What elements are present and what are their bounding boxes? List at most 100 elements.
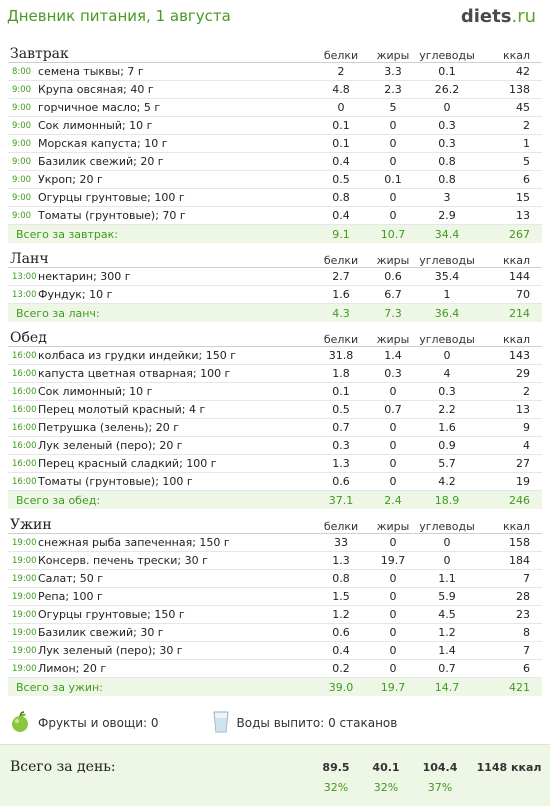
food-name[interactable]: Лимон; 20 г [38,662,107,675]
food-name[interactable]: Лук зеленый (перо); 30 г [38,644,183,657]
food-protein: 1.6 [332,288,350,301]
food-protein: 4.8 [332,83,350,96]
food-row[interactable]: 13:00 нектарин; 300 г 2.7 0.6 35.4 144 [8,268,542,286]
food-row[interactable]: 9:00 Укроп; 20 г 0.5 0.1 0.8 6 [8,171,542,189]
food-fat: 0 [389,590,397,603]
meal-section: Ланч белки жиры углеводы ккал 13:00 нектарин; … [8,249,542,322]
food-carbs: 26.2 [434,83,460,96]
meal-header: Ланч белки жиры углеводы ккал [8,249,542,268]
food-row[interactable]: 9:00 горчичное масло; 5 г 0 5 0 45 [8,99,542,117]
food-row[interactable]: 9:00 Томаты (грунтовые); 70 г 0.4 0 2.9 13 [8,207,542,225]
col-fat-header: жиры [376,520,410,533]
food-name[interactable]: Репа; 100 г [38,590,103,603]
food-name[interactable]: горчичное масло; 5 г [38,101,161,114]
col-protein-header: белки [323,520,359,533]
food-fat: 0 [389,385,397,398]
food-protein: 0.1 [332,385,350,398]
food-name[interactable]: Фундук; 10 г [38,288,113,301]
food-row[interactable]: 9:00 Огурцы грунтовые; 100 г 0.8 0 3 15 [8,189,542,207]
food-name[interactable]: Базилик свежий; 30 г [38,626,164,639]
diary-table: Завтрак белки жиры углеводы ккал 8:00 семена т… [8,44,542,702]
food-row[interactable]: 19:00 снежная рыба запеченная; 150 г 33 0 0 1… [8,534,542,552]
food-kcal: 138 [509,83,530,96]
food-name[interactable]: капуста цветная отварная; 100 г [38,367,231,380]
food-carbs: 4.5 [438,608,456,621]
total-kcal: 421 [509,680,530,694]
food-name[interactable]: Крупа овсяная; 40 г [38,83,154,96]
food-name[interactable]: Огурцы грунтовые; 100 г [38,191,185,204]
col-protein-header: белки [323,254,359,267]
food-protein: 0.2 [332,662,350,675]
food-name[interactable]: Морская капуста; 10 г [38,137,168,150]
food-row[interactable]: 8:00 семена тыквы; 7 г 2 3.3 0.1 42 [8,63,542,81]
food-row[interactable]: 19:00 Огурцы грунтовые; 150 г 1.2 0 4.5 23 [8,606,542,624]
food-name[interactable]: Консерв. печень трески; 30 г [38,554,208,567]
food-time: 19:00 [12,537,37,548]
col-carbs-header: углеводы [419,333,475,346]
meal-total-label: Всего за ужин: [16,680,103,694]
food-carbs: 4 [443,367,451,380]
food-time: 9:00 [12,192,32,203]
food-name[interactable]: Салат; 50 г [38,572,104,585]
food-name[interactable]: Перец красный сладкий; 100 г [38,457,217,470]
food-time: 19:00 [12,645,37,656]
col-kcal-header: ккал [502,254,530,267]
food-row[interactable]: 9:00 Базилик свежий; 20 г 0.4 0 0.8 5 [8,153,542,171]
food-fat: 0 [389,475,397,488]
food-name[interactable]: Томаты (грунтовые); 70 г [38,209,186,222]
food-row[interactable]: 16:00 колбаса из грудки индейки; 150 г 31.… [8,347,542,365]
food-row[interactable]: 9:00 Сок лимонный; 10 г 0.1 0 0.3 2 [8,117,542,135]
food-name[interactable]: снежная рыба запеченная; 150 г [38,536,230,549]
food-name[interactable]: Перец молотый красный; 4 г [38,403,206,416]
food-row[interactable]: 16:00 Перец молотый красный; 4 г 0.5 0.7 2.2… [8,401,542,419]
food-name[interactable]: Петрушка (зелень); 20 г [38,421,180,434]
meal-section: Завтрак белки жиры углеводы ккал 8:00 семена т… [8,44,542,243]
food-fat: 5 [389,101,397,114]
food-name[interactable]: Томаты (грунтовые); 100 г [38,475,193,488]
meal-total-row: Всего за завтрак: 9.1 10.7 34.4 267 [8,225,542,243]
food-row[interactable]: 19:00 Салат; 50 г 0.8 0 1.1 7 [8,570,542,588]
food-name[interactable]: Базилик свежий; 20 г [38,155,164,168]
food-name[interactable]: семена тыквы; 7 г [38,65,144,78]
food-row[interactable]: 16:00 Перец красный сладкий; 100 г 1.3 0 5.7… [8,455,542,473]
food-row[interactable]: 19:00 Консерв. печень трески; 30 г 1.3 19.7… [8,552,542,570]
food-fat: 0.3 [384,367,402,380]
food-name[interactable]: Огурцы грунтовые; 150 г [38,608,185,621]
food-name[interactable]: Укроп; 20 г [38,173,103,186]
site-logo[interactable]: diets.ru [460,6,536,27]
food-protein: 0.6 [332,626,350,639]
food-carbs: 0.3 [438,119,456,132]
food-row[interactable]: 13:00 Фундук; 10 г 1.6 6.7 1 70 [8,286,542,304]
food-name[interactable]: нектарин; 300 г [38,270,131,283]
food-carbs: 0 [443,349,451,362]
food-name[interactable]: колбаса из грудки индейки; 150 г [38,349,237,362]
col-carbs-header: углеводы [419,49,475,62]
food-row[interactable]: 19:00 Лимон; 20 г 0.2 0 0.7 6 [8,660,542,678]
total-fat: 2.4 [384,493,402,507]
food-row[interactable]: 16:00 Петрушка (зелень); 20 г 0.7 0 1.6 9 [8,419,542,437]
food-fat: 0 [389,119,397,132]
food-row[interactable]: 9:00 Морская капуста; 10 г 0.1 0 0.3 1 [8,135,542,153]
food-kcal: 9 [523,421,530,434]
food-row[interactable]: 19:00 Репа; 100 г 1.5 0 5.9 28 [8,588,542,606]
total-fat: 7.3 [384,306,402,320]
meal-total-row: Всего за обед: 37.1 2.4 18.9 246 [8,491,542,509]
food-row[interactable]: 9:00 Крупа овсяная; 40 г 4.8 2.3 26.2 138 [8,81,542,99]
food-kcal: 6 [523,662,530,675]
food-row[interactable]: 16:00 Лук зеленый (перо); 20 г 0.3 0 0.9 4 [8,437,542,455]
food-kcal: 4 [523,439,530,452]
food-name[interactable]: Лук зеленый (перо); 20 г [38,439,183,452]
food-name[interactable]: Сок лимонный; 10 г [38,119,153,132]
food-kcal: 184 [509,554,530,567]
food-name[interactable]: Сок лимонный; 10 г [38,385,153,398]
food-row[interactable]: 19:00 Базилик свежий; 30 г 0.6 0 1.2 8 [8,624,542,642]
food-row[interactable]: 16:00 капуста цветная отварная; 100 г 1.8 0… [8,365,542,383]
food-protein: 2.7 [332,270,350,283]
col-protein-header: белки [323,333,359,346]
food-row[interactable]: 19:00 Лук зеленый (перо); 30 г 0.4 0 1.4 7 [8,642,542,660]
col-carbs-header: углеводы [419,520,475,533]
food-protein: 0.4 [332,644,350,657]
food-row[interactable]: 16:00 Томаты (грунтовые); 100 г 0.6 0 4.2 19 [8,473,542,491]
food-protein: 0.7 [332,421,350,434]
food-row[interactable]: 16:00 Сок лимонный; 10 г 0.1 0 0.3 2 [8,383,542,401]
